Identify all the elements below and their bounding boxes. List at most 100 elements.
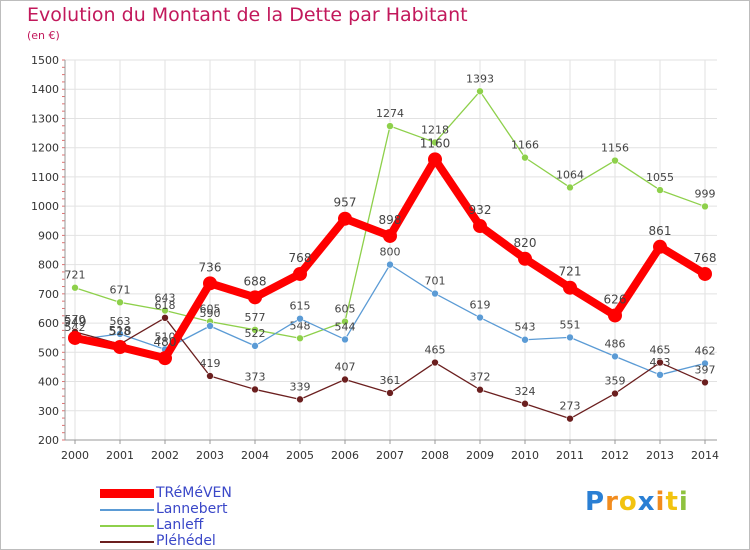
data-point-lannebert — [431, 289, 439, 298]
data-label-plehedel: 528 — [110, 325, 131, 338]
data-point-tremeven — [383, 228, 397, 243]
legend-label-lanleff: Lanleff — [156, 517, 204, 533]
data-label-lannebert: 544 — [335, 320, 356, 333]
data-point-lannebert — [251, 342, 259, 350]
data-point-tremeven — [698, 266, 712, 281]
data-label-plehedel: 407 — [335, 360, 356, 373]
data-point-plehedel — [296, 395, 304, 404]
data-point-plehedel — [701, 378, 709, 387]
data-point-lanleff — [701, 202, 709, 211]
data-label-lanleff: 721 — [65, 269, 86, 282]
data-point-lannebert — [611, 352, 619, 361]
data-label-lannebert: 615 — [290, 300, 311, 313]
legend-label-tremeven: TRéMéVEN — [156, 485, 232, 501]
data-label-plehedel: 618 — [155, 299, 176, 312]
data-label-tremeven: 688 — [244, 274, 267, 288]
data-point-lannebert — [701, 359, 709, 368]
data-label-plehedel: 465 — [425, 344, 446, 357]
data-point-tremeven — [653, 239, 667, 254]
x-tick-label: 2001 — [106, 449, 134, 462]
y-tick-label: 400 — [38, 376, 59, 389]
logo-letter: t — [665, 487, 679, 517]
legend-swatch-lanleff — [100, 525, 154, 527]
data-point-lannebert — [341, 335, 349, 344]
data-point-lannebert — [386, 260, 394, 269]
y-tick-label: 1000 — [31, 200, 59, 213]
data-label-lannebert: 510 — [155, 330, 176, 343]
data-point-lannebert — [296, 314, 304, 323]
data-label-tremeven: 736 — [199, 260, 222, 274]
data-label-lannebert: 551 — [560, 318, 581, 331]
data-label-lannebert: 543 — [515, 321, 536, 334]
data-label-lanleff: 1393 — [466, 72, 494, 85]
data-point-lanleff — [566, 183, 574, 192]
data-label-tremeven: 957 — [334, 196, 357, 210]
data-label-lannebert: 800 — [380, 246, 401, 259]
y-tick-label: 500 — [38, 346, 59, 359]
data-label-plehedel: 373 — [245, 370, 266, 383]
data-label-plehedel: 570 — [65, 313, 86, 326]
data-point-lannebert — [566, 333, 574, 342]
data-label-tremeven: 721 — [559, 265, 582, 279]
data-label-tremeven: 768 — [694, 251, 717, 265]
x-tick-label: 2014 — [691, 449, 719, 462]
data-point-tremeven — [203, 276, 217, 291]
data-label-lannebert: 522 — [245, 327, 266, 340]
logo-letter: i — [678, 487, 689, 517]
data-label-lanleff: 577 — [245, 311, 266, 324]
data-label-plehedel: 359 — [605, 375, 626, 388]
data-point-plehedel — [566, 414, 574, 423]
data-point-lanleff — [386, 122, 394, 130]
data-label-plehedel: 339 — [290, 380, 311, 393]
data-point-lanleff — [431, 138, 439, 147]
data-point-tremeven — [428, 152, 442, 167]
x-tick-label: 2002 — [151, 449, 179, 462]
logo-letter: o — [618, 487, 638, 517]
legend-label-lannebert: Lannebert — [156, 501, 228, 517]
data-label-plehedel: 419 — [200, 357, 221, 370]
y-tick-label: 200 — [38, 434, 59, 447]
data-label-lannebert: 486 — [605, 337, 626, 350]
logo-letter: P — [585, 487, 606, 517]
data-point-tremeven — [608, 308, 622, 323]
legend-swatch-lannebert — [100, 509, 154, 511]
data-point-plehedel — [476, 385, 484, 394]
x-tick-label: 2003 — [196, 449, 224, 462]
chart-title: Evolution du Montant de la Dette par Hab… — [27, 4, 468, 26]
data-label-lannebert: 590 — [200, 307, 221, 320]
data-point-tremeven — [158, 351, 172, 366]
data-label-lannebert: 542 — [65, 321, 86, 334]
data-label-lannebert: 462 — [695, 344, 716, 357]
x-tick-label: 2006 — [331, 449, 359, 462]
x-tick-label: 2004 — [241, 449, 269, 462]
data-label-lanleff: 1218 — [421, 123, 449, 136]
data-label-plehedel: 273 — [560, 400, 581, 413]
y-tick-label: 800 — [38, 259, 59, 272]
data-point-lannebert — [206, 322, 214, 330]
x-tick-label: 2000 — [61, 449, 89, 462]
y-tick-label: 700 — [38, 288, 59, 301]
x-tick-label: 2012 — [601, 449, 629, 462]
data-point-lanleff — [656, 186, 664, 194]
y-tick-label: 600 — [38, 317, 59, 330]
data-point-lanleff — [341, 317, 349, 326]
data-label-tremeven: 861 — [649, 224, 672, 238]
y-tick-label: 1400 — [31, 83, 59, 96]
legend-swatch-plehedel — [100, 541, 154, 543]
data-point-plehedel — [206, 372, 214, 380]
data-point-tremeven — [563, 280, 577, 295]
data-label-tremeven: 768 — [289, 251, 312, 265]
data-label-lannebert: 619 — [470, 299, 491, 312]
y-tick-label: 1500 — [31, 54, 59, 67]
x-tick-label: 2007 — [376, 449, 404, 462]
logo-letter: x — [637, 487, 656, 517]
data-label-lannebert: 563 — [110, 315, 131, 328]
x-tick-label: 2011 — [556, 449, 584, 462]
data-label-lanleff: 643 — [155, 292, 176, 305]
data-point-plehedel — [431, 358, 439, 367]
data-point-lanleff — [476, 87, 484, 96]
data-label-plehedel: 465 — [650, 344, 671, 357]
y-tick-label: 1200 — [31, 142, 59, 155]
data-point-tremeven — [293, 266, 307, 281]
data-point-lanleff — [161, 306, 169, 315]
